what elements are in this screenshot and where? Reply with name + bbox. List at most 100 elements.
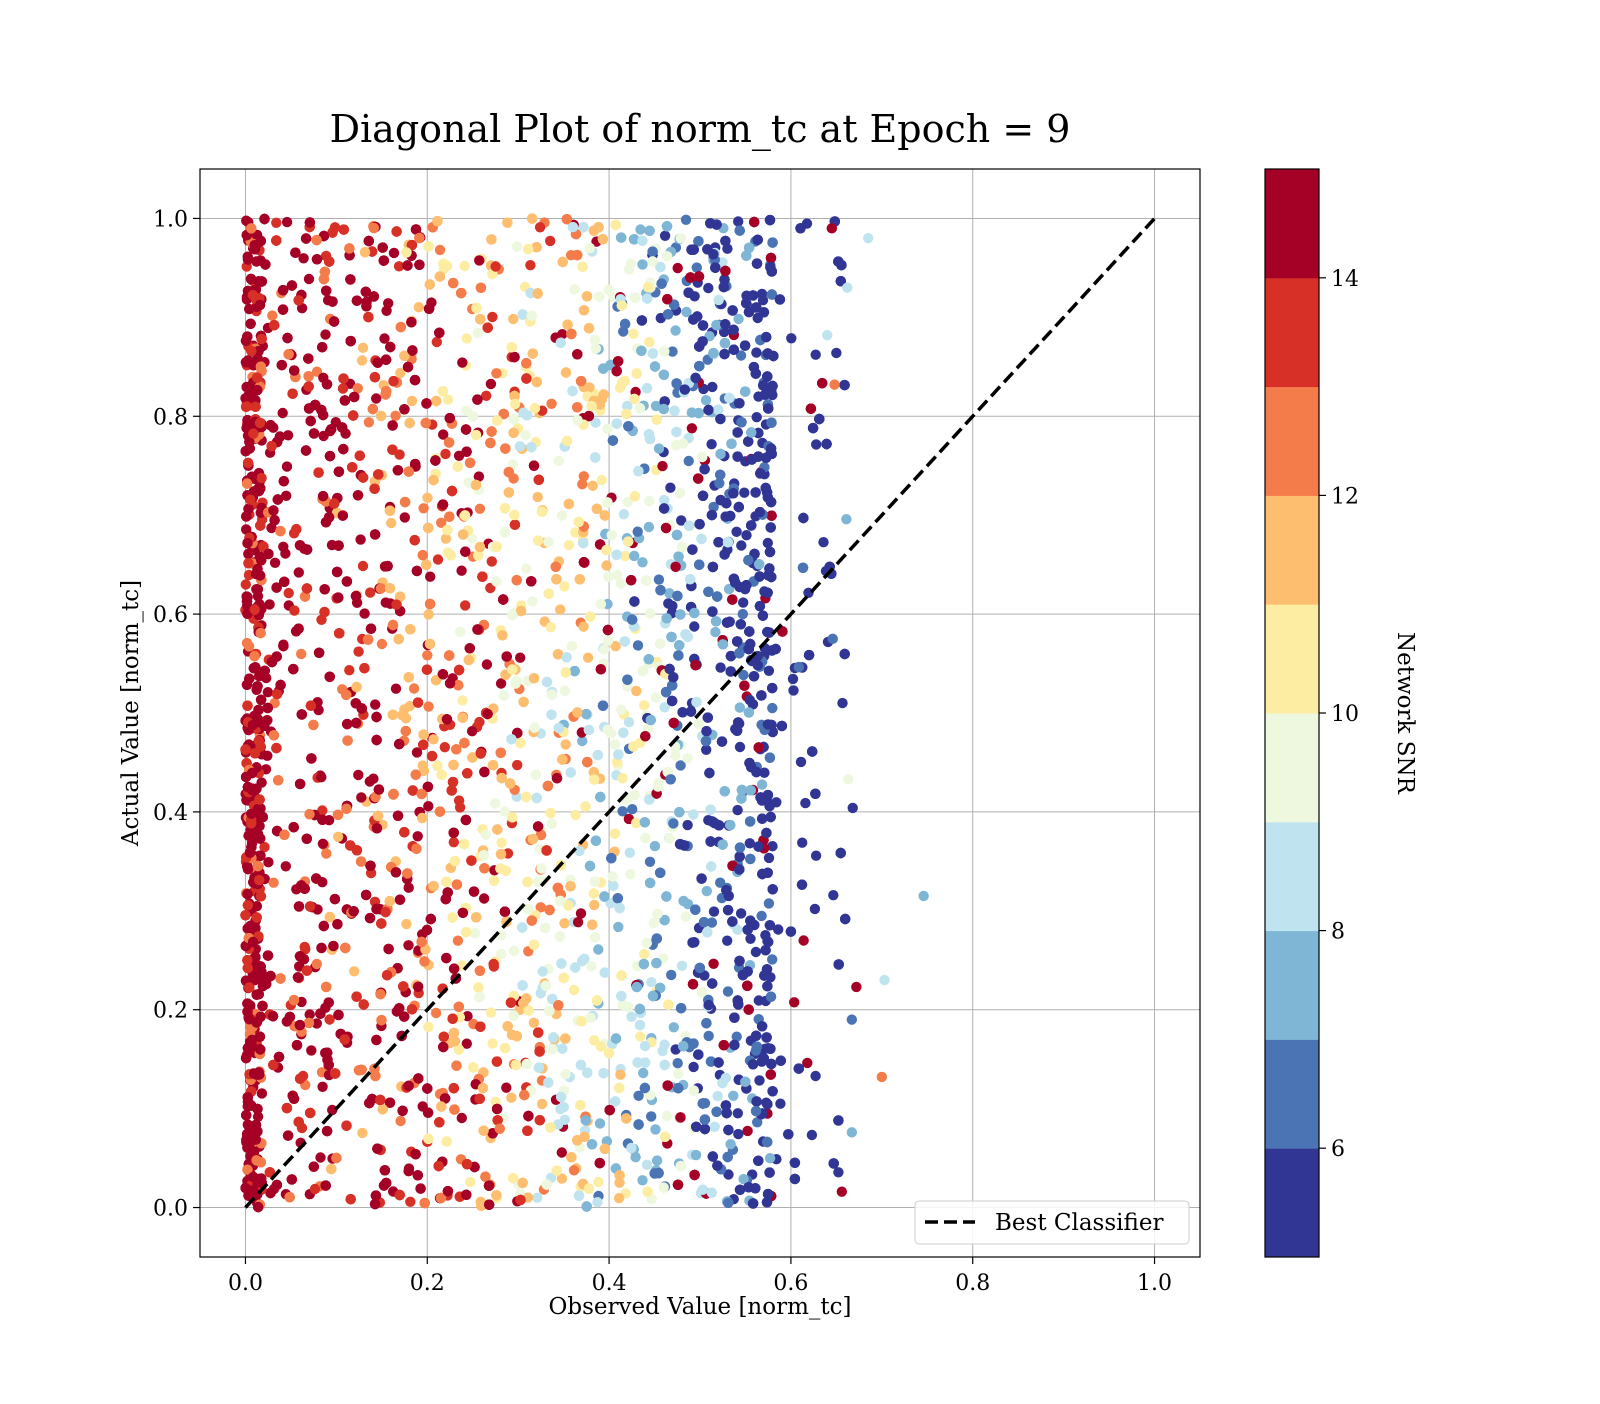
scatter-point	[317, 1082, 327, 1092]
scatter-point	[702, 886, 712, 896]
scatter-point	[529, 1018, 539, 1028]
scatter-point	[742, 1126, 752, 1136]
scatter-point	[752, 412, 762, 422]
scatter-point	[241, 579, 251, 589]
scatter-point	[756, 911, 766, 921]
scatter-point	[651, 958, 661, 968]
scatter-point	[665, 483, 675, 493]
scatter-point	[597, 475, 607, 485]
scatter-point	[735, 1185, 745, 1195]
scatter-point	[492, 1056, 502, 1066]
scatter-point	[338, 383, 348, 393]
scatter-point	[294, 567, 304, 577]
scatter-point	[731, 527, 741, 537]
scatter-point	[753, 1156, 763, 1166]
scatter-point	[486, 426, 496, 436]
scatter-point	[359, 999, 369, 1009]
scatter-point	[646, 977, 656, 987]
scatter-point	[533, 492, 543, 502]
scatter-point	[270, 558, 280, 568]
scatter-point	[296, 649, 306, 659]
scatter-point	[309, 1162, 319, 1172]
scatter-point	[754, 1075, 764, 1085]
scatter-point	[423, 1022, 433, 1032]
scatter-point	[635, 1031, 645, 1041]
scatter-point	[482, 659, 492, 669]
scatter-point	[598, 234, 608, 244]
scatter-point	[585, 612, 595, 622]
scatter-point	[370, 699, 380, 709]
scatter-point	[327, 1105, 337, 1115]
scatter-point	[306, 1045, 316, 1055]
scatter-point	[691, 1150, 701, 1160]
scatter-point	[423, 801, 433, 811]
scatter-point	[616, 705, 626, 715]
scatter-point	[630, 293, 640, 303]
scatter-point	[673, 263, 683, 273]
scatter-point	[319, 607, 329, 617]
scatter-point	[284, 588, 294, 598]
scatter-point	[595, 1118, 605, 1128]
scatter-point	[736, 619, 746, 629]
scatter-point	[733, 1129, 743, 1139]
scatter-point	[626, 258, 636, 268]
scatter-point	[268, 878, 278, 888]
scatter-point	[309, 428, 319, 438]
scatter-point	[546, 622, 556, 632]
scatter-point	[441, 534, 451, 544]
scatter-point	[487, 556, 497, 566]
scatter-point	[613, 922, 623, 932]
scatter-point	[802, 1058, 812, 1068]
scatter-point	[512, 760, 522, 770]
scatter-point	[604, 285, 614, 295]
scatter-point	[767, 954, 777, 964]
scatter-point	[560, 686, 570, 696]
scatter-point	[521, 563, 531, 573]
scatter-point	[584, 323, 594, 333]
scatter-point	[811, 851, 821, 861]
scatter-point	[810, 904, 820, 914]
scatter-point	[289, 605, 299, 615]
scatter-point	[357, 355, 367, 365]
scatter-point	[440, 449, 450, 459]
scatter-point	[659, 346, 669, 356]
scatter-point	[428, 734, 438, 744]
scatter-point	[724, 393, 734, 403]
scatter-point	[755, 468, 765, 478]
scatter-point	[433, 554, 443, 564]
scatter-point	[395, 1116, 405, 1126]
scatter-point	[353, 646, 363, 656]
scatter-point	[751, 947, 761, 957]
scatter-point	[508, 314, 518, 324]
scatter-point	[660, 231, 670, 241]
scatter-point	[786, 333, 796, 343]
scatter-point	[640, 1041, 650, 1051]
scatter-point	[652, 1155, 662, 1165]
scatter-point	[788, 674, 798, 684]
scatter-point	[267, 310, 277, 320]
scatter-point	[692, 262, 702, 272]
scatter-point	[304, 274, 314, 284]
scatter-point	[713, 1057, 723, 1067]
scatter-point	[631, 686, 641, 696]
scatter-point	[489, 876, 499, 886]
scatter-point	[512, 575, 522, 585]
scatter-point	[645, 857, 655, 867]
scatter-point	[833, 1167, 843, 1177]
scatter-point	[401, 919, 411, 929]
scatter-point	[767, 1086, 777, 1096]
scatter-point	[733, 216, 743, 226]
scatter-point	[811, 439, 821, 449]
scatter-point	[320, 329, 330, 339]
scatter-point	[710, 1122, 720, 1132]
scatter-point	[687, 423, 697, 433]
scatter-point	[762, 936, 772, 946]
scatter-point	[414, 302, 424, 312]
scatter-point	[763, 538, 773, 548]
scatter-point	[465, 1177, 475, 1187]
scatter-point	[700, 1124, 710, 1134]
scatter-point	[671, 378, 681, 388]
scatter-point	[515, 653, 525, 663]
scatter-point	[576, 908, 586, 918]
